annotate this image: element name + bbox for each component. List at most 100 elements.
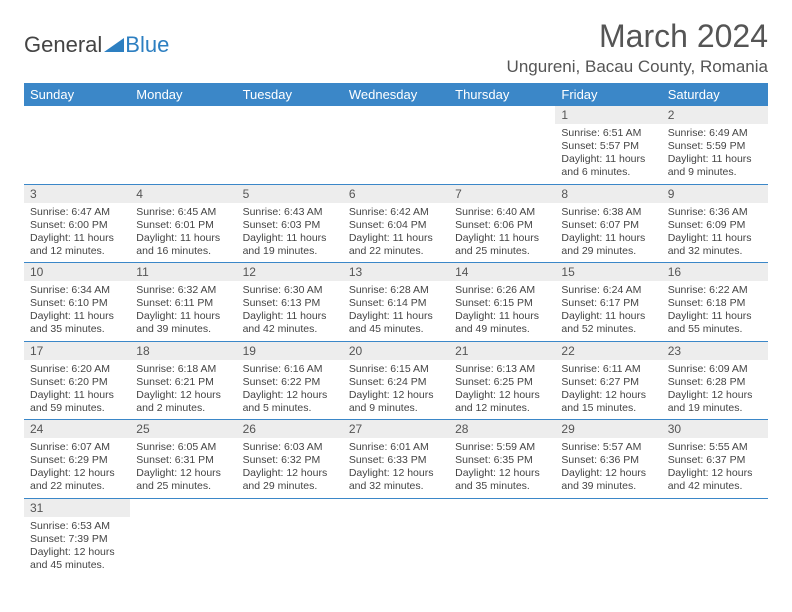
day-details: Sunrise: 6:05 AMSunset: 6:31 PMDaylight:… xyxy=(130,438,236,498)
day-details: Sunrise: 5:59 AMSunset: 6:35 PMDaylight:… xyxy=(449,438,555,498)
calendar-day-cell xyxy=(449,106,555,184)
calendar-week-row: 10Sunrise: 6:34 AMSunset: 6:10 PMDayligh… xyxy=(24,263,768,342)
calendar-day-cell: 13Sunrise: 6:28 AMSunset: 6:14 PMDayligh… xyxy=(343,263,449,342)
day-number: 18 xyxy=(130,342,236,360)
calendar-day-cell xyxy=(24,106,130,184)
day-number: 3 xyxy=(24,185,130,203)
calendar-day-cell: 20Sunrise: 6:15 AMSunset: 6:24 PMDayligh… xyxy=(343,341,449,420)
calendar-day-cell xyxy=(555,498,661,576)
day-details: Sunrise: 6:49 AMSunset: 5:59 PMDaylight:… xyxy=(662,124,768,184)
page-header: General Blue March 2024 Ungureni, Bacau … xyxy=(24,18,768,77)
day-number: 24 xyxy=(24,420,130,438)
weekday-header: Monday xyxy=(130,83,236,106)
title-block: March 2024 Ungureni, Bacau County, Roman… xyxy=(507,18,768,77)
day-details: Sunrise: 6:09 AMSunset: 6:28 PMDaylight:… xyxy=(662,360,768,420)
calendar-day-cell: 31Sunrise: 6:53 AMSunset: 7:39 PMDayligh… xyxy=(24,498,130,576)
calendar-day-cell: 22Sunrise: 6:11 AMSunset: 6:27 PMDayligh… xyxy=(555,341,661,420)
month-title: March 2024 xyxy=(507,18,768,55)
logo-text-left: General xyxy=(24,32,102,58)
calendar-day-cell xyxy=(662,498,768,576)
day-number: 16 xyxy=(662,263,768,281)
calendar-day-cell: 23Sunrise: 6:09 AMSunset: 6:28 PMDayligh… xyxy=(662,341,768,420)
weekday-header: Sunday xyxy=(24,83,130,106)
day-details: Sunrise: 6:34 AMSunset: 6:10 PMDaylight:… xyxy=(24,281,130,341)
calendar-week-row: 31Sunrise: 6:53 AMSunset: 7:39 PMDayligh… xyxy=(24,498,768,576)
logo-triangle-icon xyxy=(104,32,124,58)
day-number: 6 xyxy=(343,185,449,203)
day-number: 4 xyxy=(130,185,236,203)
day-number: 12 xyxy=(237,263,343,281)
calendar-day-cell xyxy=(343,498,449,576)
day-number: 30 xyxy=(662,420,768,438)
day-number: 13 xyxy=(343,263,449,281)
day-details: Sunrise: 6:07 AMSunset: 6:29 PMDaylight:… xyxy=(24,438,130,498)
calendar-day-cell: 29Sunrise: 5:57 AMSunset: 6:36 PMDayligh… xyxy=(555,420,661,499)
calendar-day-cell: 11Sunrise: 6:32 AMSunset: 6:11 PMDayligh… xyxy=(130,263,236,342)
calendar-day-cell: 3Sunrise: 6:47 AMSunset: 6:00 PMDaylight… xyxy=(24,184,130,263)
day-details: Sunrise: 6:11 AMSunset: 6:27 PMDaylight:… xyxy=(555,360,661,420)
logo: General Blue xyxy=(24,18,169,58)
calendar-day-cell: 5Sunrise: 6:43 AMSunset: 6:03 PMDaylight… xyxy=(237,184,343,263)
day-details: Sunrise: 6:45 AMSunset: 6:01 PMDaylight:… xyxy=(130,203,236,263)
day-details: Sunrise: 6:22 AMSunset: 6:18 PMDaylight:… xyxy=(662,281,768,341)
day-details: Sunrise: 6:38 AMSunset: 6:07 PMDaylight:… xyxy=(555,203,661,263)
calendar-day-cell: 2Sunrise: 6:49 AMSunset: 5:59 PMDaylight… xyxy=(662,106,768,184)
day-number: 19 xyxy=(237,342,343,360)
calendar-day-cell: 4Sunrise: 6:45 AMSunset: 6:01 PMDaylight… xyxy=(130,184,236,263)
day-details: Sunrise: 6:40 AMSunset: 6:06 PMDaylight:… xyxy=(449,203,555,263)
day-details: Sunrise: 6:03 AMSunset: 6:32 PMDaylight:… xyxy=(237,438,343,498)
day-number: 17 xyxy=(24,342,130,360)
calendar-table: Sunday Monday Tuesday Wednesday Thursday… xyxy=(24,83,768,576)
calendar-day-cell: 18Sunrise: 6:18 AMSunset: 6:21 PMDayligh… xyxy=(130,341,236,420)
calendar-day-cell: 6Sunrise: 6:42 AMSunset: 6:04 PMDaylight… xyxy=(343,184,449,263)
calendar-day-cell: 16Sunrise: 6:22 AMSunset: 6:18 PMDayligh… xyxy=(662,263,768,342)
day-details: Sunrise: 6:18 AMSunset: 6:21 PMDaylight:… xyxy=(130,360,236,420)
calendar-day-cell xyxy=(237,106,343,184)
day-number: 7 xyxy=(449,185,555,203)
day-number: 29 xyxy=(555,420,661,438)
day-number: 11 xyxy=(130,263,236,281)
day-number: 21 xyxy=(449,342,555,360)
calendar-day-cell: 26Sunrise: 6:03 AMSunset: 6:32 PMDayligh… xyxy=(237,420,343,499)
day-number: 2 xyxy=(662,106,768,124)
location-subtitle: Ungureni, Bacau County, Romania xyxy=(507,57,768,77)
logo-text-right: Blue xyxy=(125,32,169,58)
day-number: 9 xyxy=(662,185,768,203)
calendar-day-cell: 9Sunrise: 6:36 AMSunset: 6:09 PMDaylight… xyxy=(662,184,768,263)
day-details: Sunrise: 6:47 AMSunset: 6:00 PMDaylight:… xyxy=(24,203,130,263)
day-details: Sunrise: 6:36 AMSunset: 6:09 PMDaylight:… xyxy=(662,203,768,263)
calendar-day-cell: 25Sunrise: 6:05 AMSunset: 6:31 PMDayligh… xyxy=(130,420,236,499)
weekday-header: Tuesday xyxy=(237,83,343,106)
calendar-day-cell: 12Sunrise: 6:30 AMSunset: 6:13 PMDayligh… xyxy=(237,263,343,342)
calendar-week-row: 3Sunrise: 6:47 AMSunset: 6:00 PMDaylight… xyxy=(24,184,768,263)
calendar-day-cell xyxy=(449,498,555,576)
day-number: 27 xyxy=(343,420,449,438)
calendar-day-cell: 19Sunrise: 6:16 AMSunset: 6:22 PMDayligh… xyxy=(237,341,343,420)
calendar-week-row: 1Sunrise: 6:51 AMSunset: 5:57 PMDaylight… xyxy=(24,106,768,184)
weekday-header: Thursday xyxy=(449,83,555,106)
day-details: Sunrise: 6:30 AMSunset: 6:13 PMDaylight:… xyxy=(237,281,343,341)
day-number: 14 xyxy=(449,263,555,281)
day-details: Sunrise: 5:57 AMSunset: 6:36 PMDaylight:… xyxy=(555,438,661,498)
day-number: 1 xyxy=(555,106,661,124)
calendar-day-cell: 27Sunrise: 6:01 AMSunset: 6:33 PMDayligh… xyxy=(343,420,449,499)
day-details: Sunrise: 6:42 AMSunset: 6:04 PMDaylight:… xyxy=(343,203,449,263)
day-details: Sunrise: 6:51 AMSunset: 5:57 PMDaylight:… xyxy=(555,124,661,184)
day-details: Sunrise: 6:28 AMSunset: 6:14 PMDaylight:… xyxy=(343,281,449,341)
day-number: 15 xyxy=(555,263,661,281)
calendar-day-cell: 15Sunrise: 6:24 AMSunset: 6:17 PMDayligh… xyxy=(555,263,661,342)
calendar-day-cell: 10Sunrise: 6:34 AMSunset: 6:10 PMDayligh… xyxy=(24,263,130,342)
day-details: Sunrise: 6:13 AMSunset: 6:25 PMDaylight:… xyxy=(449,360,555,420)
calendar-week-row: 24Sunrise: 6:07 AMSunset: 6:29 PMDayligh… xyxy=(24,420,768,499)
day-details: Sunrise: 6:20 AMSunset: 6:20 PMDaylight:… xyxy=(24,360,130,420)
day-number: 23 xyxy=(662,342,768,360)
calendar-day-cell: 17Sunrise: 6:20 AMSunset: 6:20 PMDayligh… xyxy=(24,341,130,420)
weekday-header-row: Sunday Monday Tuesday Wednesday Thursday… xyxy=(24,83,768,106)
weekday-header: Friday xyxy=(555,83,661,106)
calendar-day-cell xyxy=(343,106,449,184)
calendar-day-cell: 8Sunrise: 6:38 AMSunset: 6:07 PMDaylight… xyxy=(555,184,661,263)
day-number: 22 xyxy=(555,342,661,360)
day-details: Sunrise: 6:15 AMSunset: 6:24 PMDaylight:… xyxy=(343,360,449,420)
day-number: 25 xyxy=(130,420,236,438)
calendar-day-cell: 21Sunrise: 6:13 AMSunset: 6:25 PMDayligh… xyxy=(449,341,555,420)
